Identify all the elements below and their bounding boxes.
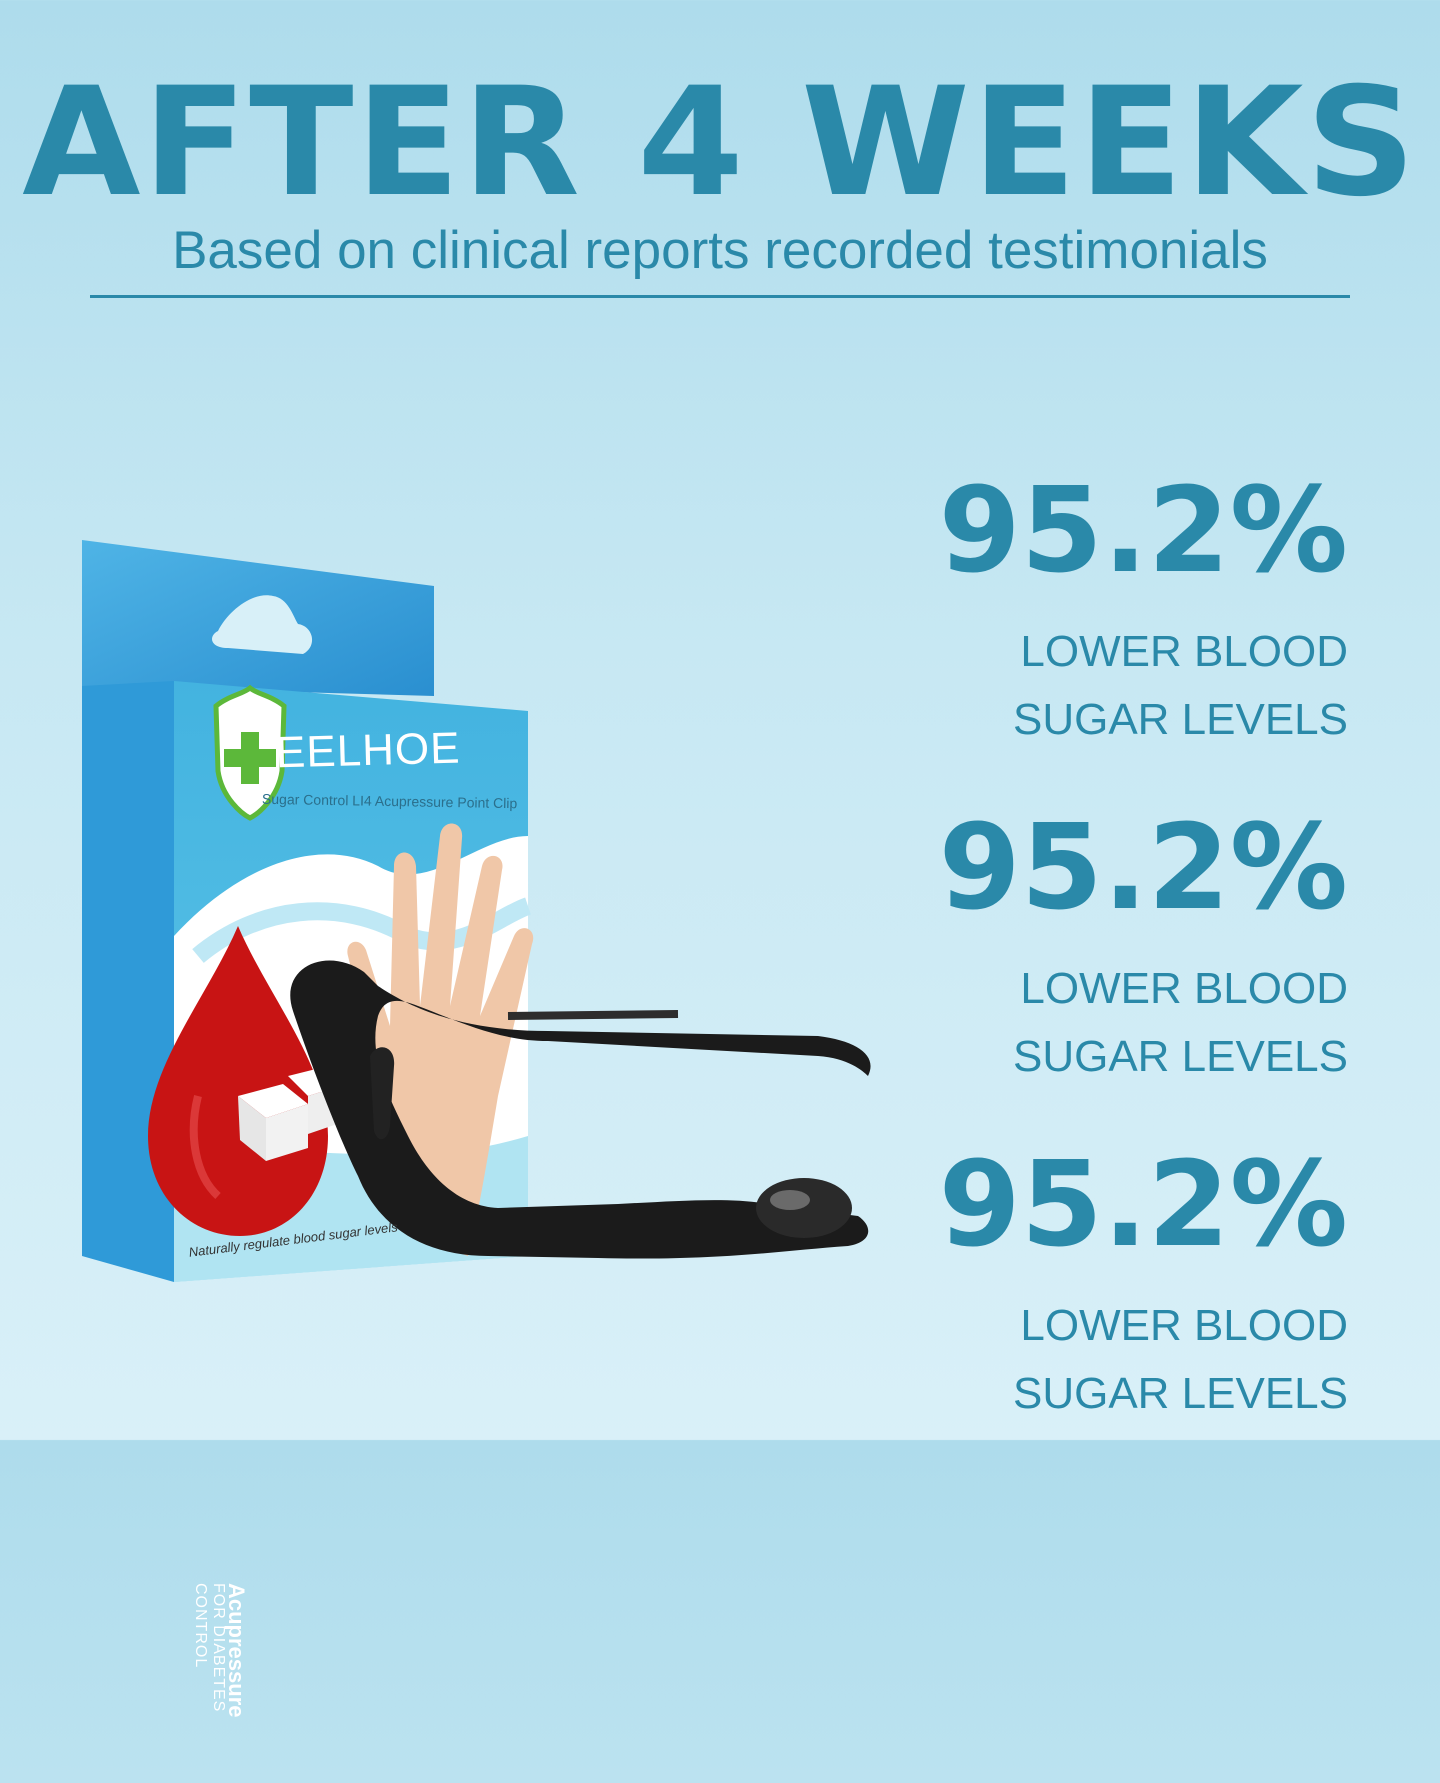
clip-ball bbox=[756, 1178, 852, 1238]
stat-block-2: 95.2% LOWER BLOOD SUGAR LEVELS bbox=[648, 797, 1348, 1091]
divider bbox=[90, 295, 1350, 298]
product-illustration bbox=[82, 540, 871, 1282]
stat-label: LOWER BLOOD SUGAR LEVELS bbox=[1012, 964, 1348, 1081]
stat-label: LOWER BLOOD SUGAR LEVELS bbox=[1012, 1301, 1348, 1418]
subtitle: Based on clinical reports recorded testi… bbox=[172, 221, 1268, 280]
stat-label: LOWER BLOOD SUGAR LEVELS bbox=[1012, 627, 1348, 744]
clip-left-pad bbox=[370, 1047, 395, 1140]
box-side-subtitle: FOR DIABETES CONTROL bbox=[192, 1583, 227, 1713]
stat-value: 95.2% bbox=[938, 1135, 1348, 1273]
box-side-title: Acupressure bbox=[224, 1583, 249, 1718]
acupressure-clip bbox=[290, 960, 871, 1259]
sugar-cube bbox=[238, 1084, 308, 1118]
product-image: Acupressure FOR DIABETES CONTROL bbox=[78, 536, 908, 1718]
stat-value: 95.2% bbox=[938, 461, 1348, 599]
stat-block-3: 95.2% LOWER BLOOD SUGAR LEVELS bbox=[648, 1134, 1348, 1428]
brand-logo: EELHOE bbox=[275, 723, 462, 778]
box-side-text: Acupressure FOR DIABETES CONTROL bbox=[191, 1583, 249, 1783]
stat-block-1: 95.2% LOWER BLOOD SUGAR LEVELS bbox=[648, 460, 1348, 754]
box-spine bbox=[82, 681, 174, 1282]
headline: AFTER 4 WEEKS bbox=[22, 56, 1418, 230]
stat-value: 95.2% bbox=[938, 798, 1348, 936]
hanger-hole bbox=[212, 595, 313, 654]
